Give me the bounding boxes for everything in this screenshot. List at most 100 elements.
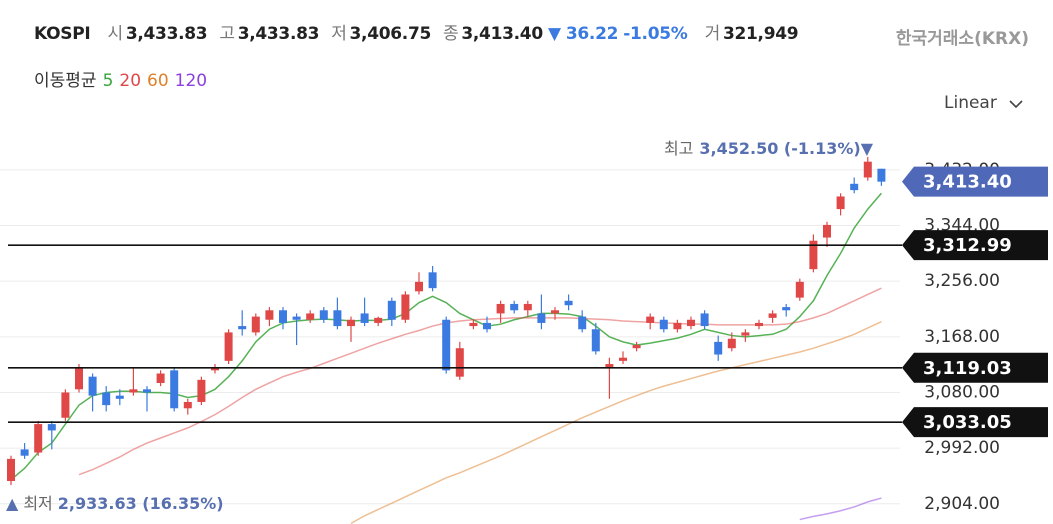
candle-body: [238, 326, 247, 330]
candle-body: [428, 272, 437, 289]
legend-entry: 60: [147, 71, 169, 91]
price-line-label: 3,312.99: [923, 235, 1012, 256]
change-percent: -1.05%: [623, 24, 688, 44]
candle-body: [333, 310, 342, 327]
price-line-label: 3,119.03: [923, 358, 1012, 379]
field-label: 종: [443, 24, 459, 44]
candle-body: [714, 341, 723, 355]
candle-body: [755, 322, 763, 327]
y-tick-label: 3,256.00: [924, 271, 1000, 291]
price-line-box: [902, 352, 1048, 383]
candle-body: [374, 317, 383, 323]
candle-body: [265, 310, 274, 320]
candle-body: [809, 240, 818, 270]
candle-body: [88, 376, 97, 396]
volume-label: 거: [704, 24, 721, 44]
candle-body: [292, 316, 301, 320]
candle-body: [605, 364, 614, 368]
candle-body: [469, 322, 478, 327]
scale-label[interactable]: Linear: [944, 93, 997, 113]
candle-body: [156, 373, 165, 383]
price-line-label: 3,033.05: [923, 412, 1012, 433]
candle-body: [279, 310, 287, 323]
candle-body: [319, 310, 328, 320]
candle-body: [687, 319, 695, 327]
candle-body: [47, 424, 56, 431]
candle-body: [347, 319, 355, 327]
high-annotation-text: 3,452.50 (-1.13%): [699, 139, 860, 158]
change-marker: ▼: [547, 24, 561, 44]
candle-body: [578, 316, 587, 330]
field-value: 3,433.83: [125, 24, 208, 44]
field-value: 3,413.40: [461, 24, 543, 44]
candle-body: [741, 332, 750, 336]
field-label: 저: [331, 24, 347, 44]
y-tick-label: 2,992.00: [924, 438, 1000, 458]
low-annotation-label: 최저: [23, 494, 52, 513]
candle-body: [700, 313, 709, 327]
y-tick-label: 2,904.00: [924, 494, 1000, 514]
candle-body: [197, 379, 206, 402]
candle-body: [632, 345, 641, 349]
ma-line: [78, 287, 882, 476]
ma-legend-title: 이동평균: [34, 71, 97, 91]
candle-body: [836, 196, 845, 210]
candle-body: [564, 300, 573, 306]
symbol: KOSPI: [34, 24, 91, 44]
candle-body: [659, 319, 668, 330]
chevron[interactable]: [1008, 99, 1024, 109]
candle-body: [591, 329, 600, 352]
source: 한국거래소(KRX): [895, 29, 1029, 49]
candle-body: [75, 367, 83, 390]
candle-body: [877, 168, 886, 182]
candle-body: [102, 392, 111, 406]
ma-legend: 이동평균 5 20 60 120: [34, 66, 207, 91]
scale-selector[interactable]: Linear: [944, 93, 1023, 113]
candle-body: [251, 316, 260, 333]
candle-body: [143, 389, 151, 393]
ma-line: [10, 192, 882, 481]
candle-body: [7, 458, 15, 482]
candle-body: [768, 313, 777, 318]
low-annotation-marker: ▲: [6, 494, 19, 513]
candle-body: [401, 294, 410, 320]
legend-entry: 120: [174, 71, 208, 91]
candle-body: [387, 300, 396, 320]
candle-body: [850, 183, 859, 191]
y-tick-label: 3,080.00: [924, 382, 1000, 402]
candle-body: [183, 401, 192, 409]
candle-body: [496, 303, 505, 314]
legend-entry: 5: [102, 71, 114, 91]
field-value: 3,406.75: [349, 24, 432, 44]
candle-body: [863, 161, 872, 178]
candle-body: [115, 395, 124, 399]
ma-line: [799, 497, 882, 521]
field-value: 3,433.83: [237, 24, 320, 44]
header: KOSPI 시 3,433.83 고 3,433.83 저 3,406.75 종 3,413.…: [34, 19, 799, 44]
current-price-box: [902, 166, 1048, 197]
price-line-box: [902, 230, 1048, 261]
candle-body: [727, 338, 736, 349]
low-annotation-text: 2,933.63 (16.35%): [58, 494, 224, 513]
y-tick-label: 3,168.00: [924, 327, 1000, 347]
candle-body: [455, 348, 464, 377]
field-label: 시: [107, 24, 124, 44]
candle-body: [20, 449, 29, 456]
candle-body: [510, 303, 519, 311]
candle-body: [523, 303, 532, 311]
high-annotation: 최고 3,452.50 (-1.13%)▼: [664, 139, 874, 158]
ma-line: [350, 320, 882, 524]
candle-body: [646, 316, 655, 323]
candle-body: [211, 367, 219, 371]
candle-body: [619, 357, 627, 361]
candle-body: [170, 370, 179, 409]
candle-body: [795, 281, 804, 298]
candle-body: [483, 322, 491, 330]
legend-entry: 20: [119, 71, 142, 91]
candle-body: [782, 307, 791, 311]
candle-body: [442, 319, 451, 371]
candle-body: [129, 389, 138, 393]
candle-body: [34, 424, 43, 453]
